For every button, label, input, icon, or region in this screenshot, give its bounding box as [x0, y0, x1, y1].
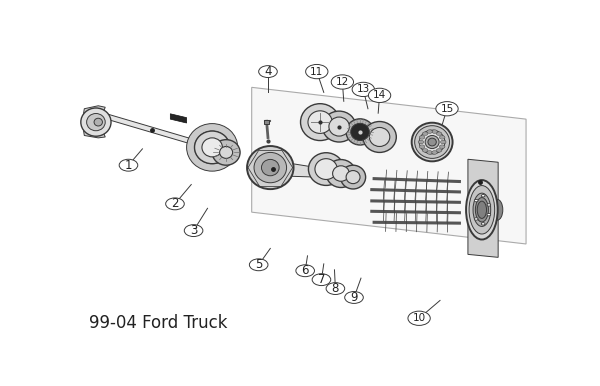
- Text: 10: 10: [413, 313, 425, 323]
- Circle shape: [368, 88, 391, 103]
- Circle shape: [331, 75, 353, 89]
- Circle shape: [427, 130, 433, 134]
- Ellipse shape: [220, 146, 233, 158]
- Ellipse shape: [247, 146, 293, 189]
- Ellipse shape: [81, 108, 111, 136]
- Circle shape: [305, 64, 328, 79]
- Text: 99-04 Ford Truck: 99-04 Ford Truck: [89, 314, 227, 332]
- Text: 11: 11: [310, 66, 323, 76]
- Circle shape: [436, 132, 442, 135]
- Polygon shape: [270, 160, 335, 178]
- Circle shape: [432, 130, 437, 134]
- Circle shape: [184, 225, 203, 237]
- Circle shape: [326, 283, 345, 295]
- Circle shape: [344, 291, 364, 303]
- Circle shape: [166, 198, 184, 210]
- Ellipse shape: [363, 122, 397, 152]
- Ellipse shape: [308, 153, 344, 185]
- Ellipse shape: [308, 111, 332, 134]
- Text: 1: 1: [125, 159, 132, 172]
- Polygon shape: [83, 130, 105, 138]
- FancyBboxPatch shape: [264, 120, 269, 124]
- Ellipse shape: [86, 113, 105, 131]
- Polygon shape: [83, 106, 105, 115]
- Circle shape: [259, 66, 277, 78]
- Ellipse shape: [428, 138, 436, 146]
- Polygon shape: [252, 87, 526, 244]
- Circle shape: [408, 311, 430, 325]
- Ellipse shape: [194, 131, 230, 164]
- Ellipse shape: [351, 123, 370, 141]
- Text: 3: 3: [190, 224, 197, 237]
- Ellipse shape: [425, 135, 439, 149]
- Text: 5: 5: [255, 258, 262, 271]
- Polygon shape: [170, 114, 187, 123]
- Ellipse shape: [94, 118, 103, 126]
- Ellipse shape: [326, 159, 356, 188]
- Polygon shape: [468, 159, 498, 257]
- Text: 9: 9: [350, 291, 358, 304]
- Ellipse shape: [419, 130, 445, 154]
- Circle shape: [436, 149, 442, 152]
- Circle shape: [440, 140, 446, 144]
- Ellipse shape: [332, 166, 349, 181]
- Circle shape: [422, 149, 428, 152]
- Ellipse shape: [194, 131, 230, 164]
- Circle shape: [436, 102, 458, 116]
- Ellipse shape: [370, 127, 390, 146]
- Ellipse shape: [202, 138, 223, 157]
- Ellipse shape: [187, 124, 238, 171]
- Ellipse shape: [469, 186, 494, 234]
- Circle shape: [419, 135, 425, 139]
- Ellipse shape: [475, 198, 488, 222]
- Circle shape: [432, 151, 437, 154]
- Circle shape: [352, 82, 374, 96]
- Circle shape: [418, 140, 424, 144]
- Ellipse shape: [315, 159, 337, 179]
- Circle shape: [487, 213, 491, 216]
- Ellipse shape: [341, 165, 365, 189]
- Ellipse shape: [466, 180, 497, 239]
- Circle shape: [487, 204, 491, 206]
- Circle shape: [439, 145, 445, 149]
- Ellipse shape: [262, 159, 279, 176]
- Text: 7: 7: [318, 273, 325, 286]
- Circle shape: [481, 195, 485, 197]
- Ellipse shape: [477, 201, 487, 218]
- Ellipse shape: [322, 111, 356, 142]
- Ellipse shape: [473, 193, 491, 227]
- Ellipse shape: [329, 117, 349, 136]
- Circle shape: [312, 274, 331, 286]
- Text: 12: 12: [336, 77, 349, 87]
- Text: 13: 13: [356, 85, 370, 95]
- Ellipse shape: [301, 104, 340, 141]
- Circle shape: [119, 159, 138, 171]
- Text: 6: 6: [301, 264, 309, 277]
- Ellipse shape: [254, 152, 287, 183]
- Text: 8: 8: [332, 282, 339, 295]
- Circle shape: [422, 132, 428, 135]
- Text: 15: 15: [440, 104, 454, 114]
- Circle shape: [475, 200, 478, 202]
- Circle shape: [439, 135, 445, 139]
- Circle shape: [427, 151, 433, 154]
- Circle shape: [419, 145, 425, 149]
- Ellipse shape: [212, 140, 240, 165]
- Polygon shape: [107, 114, 208, 149]
- Text: 2: 2: [171, 197, 179, 210]
- Text: 14: 14: [373, 90, 386, 100]
- Circle shape: [481, 223, 485, 225]
- Ellipse shape: [346, 119, 374, 145]
- Circle shape: [296, 265, 314, 277]
- Text: 4: 4: [264, 65, 272, 78]
- Ellipse shape: [346, 171, 360, 184]
- Ellipse shape: [412, 123, 452, 161]
- Ellipse shape: [415, 126, 449, 158]
- Circle shape: [250, 259, 268, 271]
- Circle shape: [475, 218, 478, 220]
- Ellipse shape: [491, 200, 503, 220]
